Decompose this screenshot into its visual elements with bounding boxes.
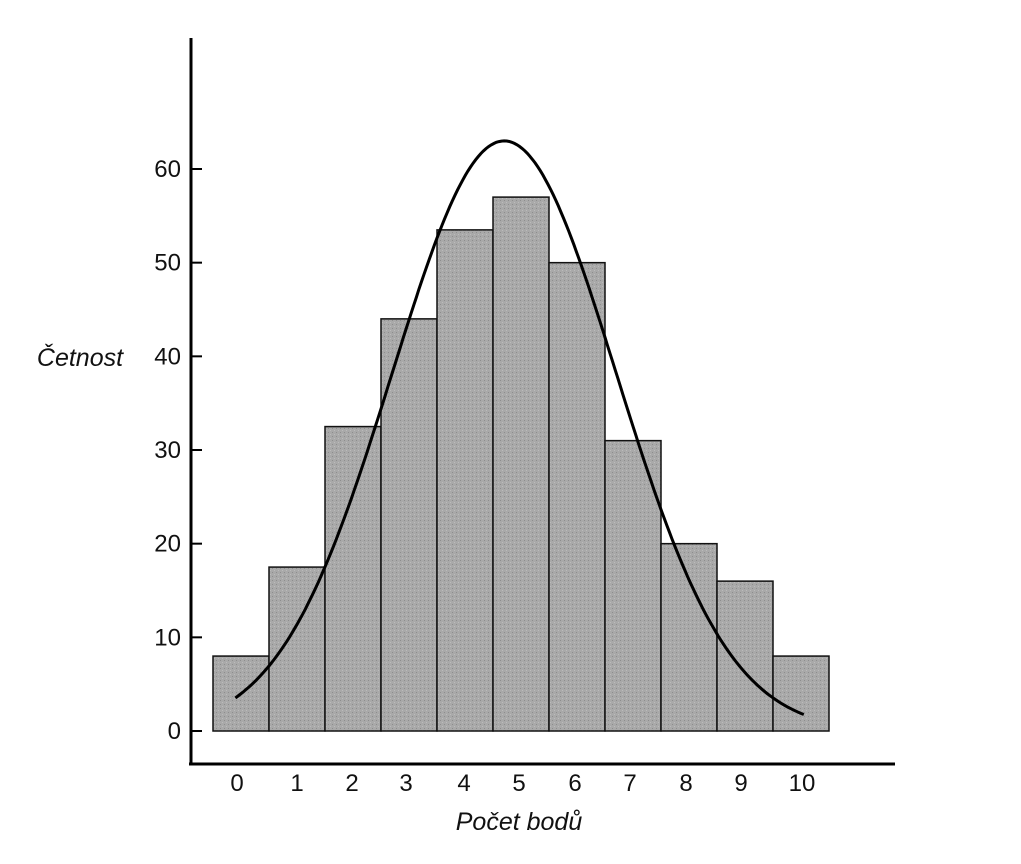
y-tick-label-20: 20 <box>154 531 181 558</box>
bar-9 <box>716 580 774 732</box>
bar-1 <box>268 566 326 732</box>
bar-5 <box>492 196 550 732</box>
x-tick-label-1: 1 <box>290 770 303 797</box>
x-tick-label-0: 0 <box>230 770 243 797</box>
bar-8 <box>660 542 718 732</box>
y-tick-label-10: 10 <box>154 624 181 651</box>
x-tick-label-6: 6 <box>568 770 581 797</box>
x-tick-label-9: 9 <box>734 770 747 797</box>
x-tick-label-7: 7 <box>623 770 636 797</box>
bar-3 <box>380 318 438 732</box>
normal-distribution-curve <box>234 139 805 716</box>
bar-2 <box>324 425 382 732</box>
x-tick-label-8: 8 <box>679 770 692 797</box>
x-tick-label-5: 5 <box>512 770 525 797</box>
y-axis-title: Četnost <box>37 343 124 372</box>
bar-7 <box>604 439 662 732</box>
y-tick-label-30: 30 <box>154 437 181 464</box>
x-tick-label-4: 4 <box>457 770 470 797</box>
x-ticks-group: 0 1 2 3 4 5 6 7 8 9 10 <box>230 770 815 797</box>
y-tick-label-50: 50 <box>154 250 181 277</box>
x-tick-label-2: 2 <box>345 770 358 797</box>
y-tick-label-40: 40 <box>154 343 181 370</box>
x-tick-label-3: 3 <box>399 770 412 797</box>
bar-6 <box>548 261 606 732</box>
x-axis-title: Počet bodů <box>456 808 583 836</box>
y-ticks-group: 0 10 20 30 40 50 60 <box>154 156 202 745</box>
bars-group <box>212 196 830 732</box>
y-tick-label-60: 60 <box>154 156 181 183</box>
bar-10 <box>772 655 830 732</box>
x-tick-label-10: 10 <box>789 770 816 797</box>
y-tick-label-0: 0 <box>168 718 181 745</box>
bar-4 <box>436 229 494 732</box>
